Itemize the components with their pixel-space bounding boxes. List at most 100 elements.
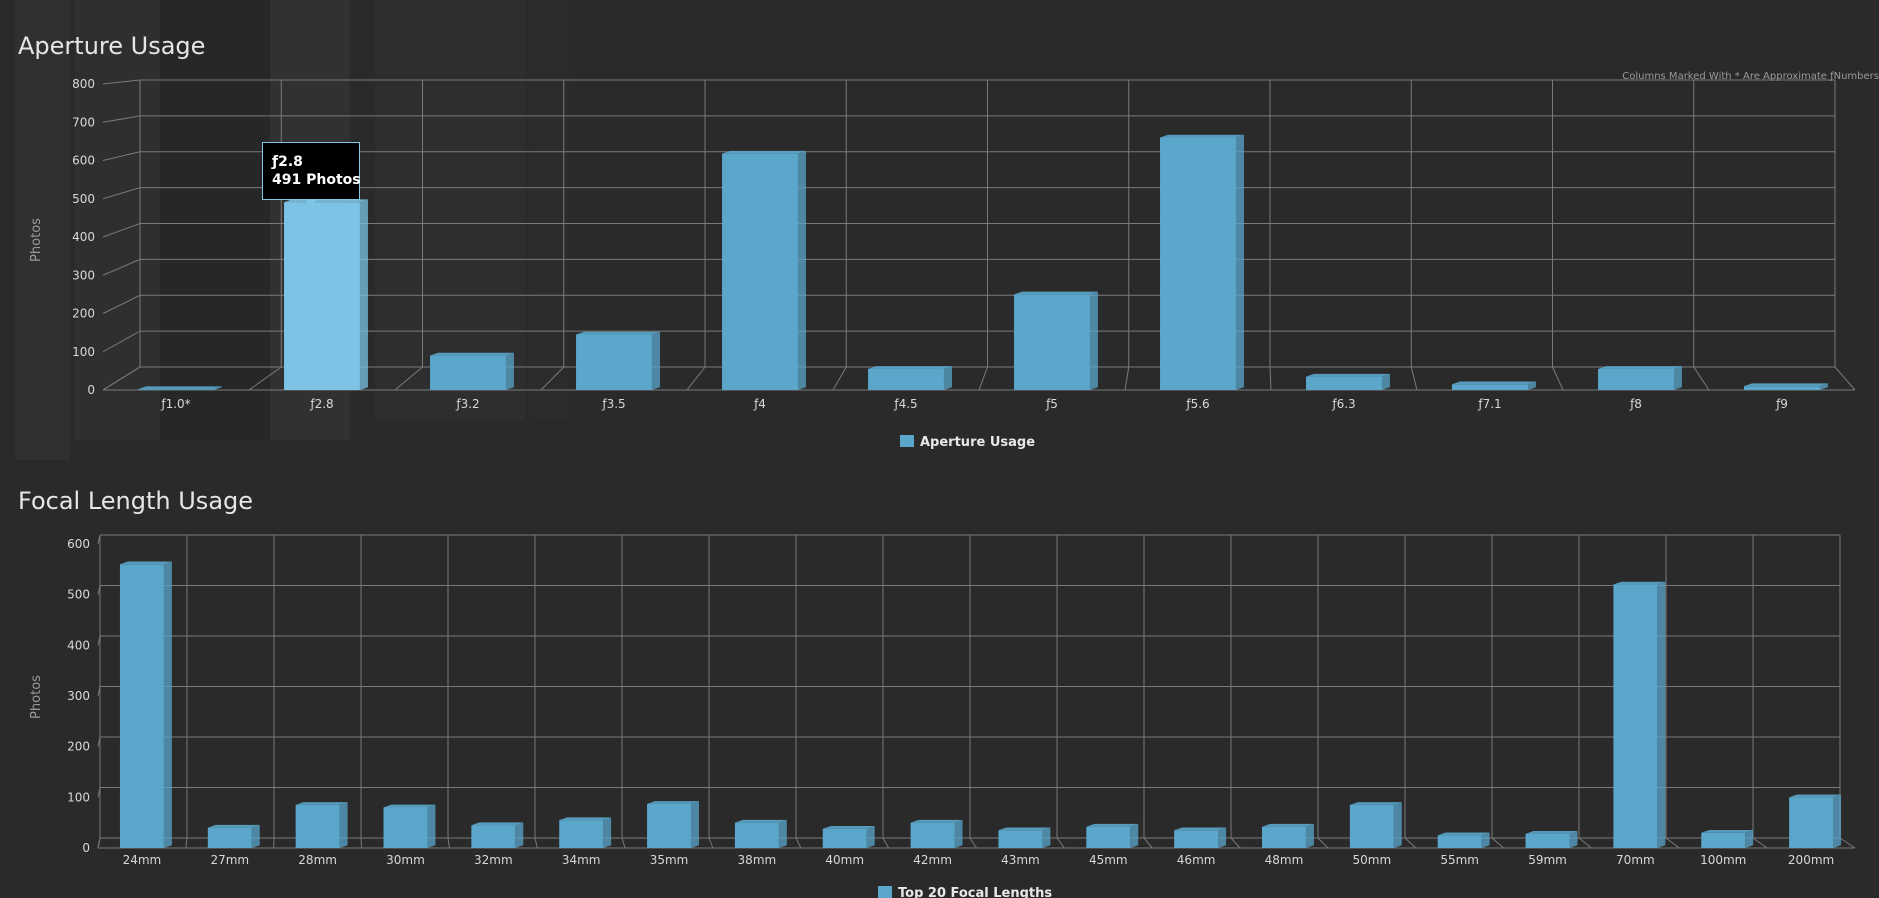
bar[interactable]	[1262, 823, 1314, 848]
chart-legend[interactable]: Aperture Usage	[900, 435, 1035, 450]
x-tick-label: 45mm	[1089, 853, 1128, 867]
y-tick-label: 200	[67, 740, 90, 754]
bar-front[interactable]	[722, 153, 798, 390]
bar[interactable]	[119, 561, 172, 848]
bar-top	[1174, 827, 1227, 831]
x-tick-label: 42mm	[913, 853, 952, 867]
floor-line	[360, 837, 363, 849]
bar[interactable]	[1349, 802, 1402, 848]
bar-front[interactable]	[1789, 797, 1834, 848]
bar[interactable]	[1744, 383, 1828, 390]
floor-line	[1578, 837, 1592, 849]
bar[interactable]	[1598, 366, 1682, 390]
bar[interactable]	[1525, 831, 1578, 848]
bar[interactable]	[138, 386, 222, 390]
bar-front[interactable]	[998, 830, 1043, 848]
aperture-usage-chart[interactable]: 0 100 200 300 400 500 600 700 800 Photos ƒ1.0* ƒ2.8…	[0, 0, 1879, 470]
bar-front[interactable]	[138, 389, 214, 390]
bar-front[interactable]	[1452, 384, 1528, 390]
chart-grid	[102, 79, 1856, 391]
bar[interactable]	[1789, 794, 1842, 848]
floor-line	[1230, 837, 1241, 849]
bar[interactable]	[1613, 581, 1666, 848]
bar-front[interactable]	[295, 804, 340, 848]
bar-front[interactable]	[430, 355, 506, 390]
bar-top	[1086, 823, 1139, 827]
bar[interactable]	[722, 150, 806, 390]
bar[interactable]	[734, 819, 787, 848]
y-tick-label: 300	[67, 689, 90, 703]
bar-front[interactable]	[868, 368, 944, 390]
y-axis-label: Photos	[29, 675, 44, 719]
bar[interactable]	[576, 331, 660, 390]
bar[interactable]	[822, 825, 875, 848]
y-tick-label: 600	[67, 537, 90, 551]
bar[interactable]	[1452, 381, 1536, 390]
bar-front[interactable]	[1598, 368, 1674, 390]
bar[interactable]	[1306, 373, 1390, 390]
bar[interactable]	[559, 817, 612, 848]
bar-front[interactable]	[1086, 826, 1131, 848]
bar[interactable]	[284, 199, 368, 390]
bar-top	[1452, 381, 1536, 385]
bar-front[interactable]	[1014, 294, 1090, 390]
bar-front[interactable]	[822, 828, 867, 848]
bar-front[interactable]	[1160, 137, 1236, 390]
gridline-side	[102, 223, 141, 238]
bar-front[interactable]	[1613, 584, 1658, 848]
bar[interactable]	[910, 819, 963, 848]
legend-label: Aperture Usage	[920, 435, 1035, 450]
bar[interactable]	[207, 824, 260, 848]
bar[interactable]	[868, 366, 952, 390]
bar-side	[943, 366, 952, 390]
gridline-side	[102, 258, 141, 276]
y-tick-label: 700	[72, 115, 95, 129]
bar-top	[1160, 134, 1244, 138]
bar-front[interactable]	[1174, 830, 1219, 848]
bar[interactable]	[430, 352, 514, 390]
chart-legend[interactable]: Top 20 Focal Lengths	[878, 886, 1052, 898]
bar[interactable]	[471, 822, 524, 848]
bar-front[interactable]	[576, 334, 652, 390]
bar-front[interactable]	[734, 822, 779, 848]
bar-front[interactable]	[1437, 835, 1482, 848]
bar[interactable]	[1014, 291, 1098, 390]
bar-side	[1089, 291, 1098, 390]
bar[interactable]	[383, 804, 436, 848]
y-tick-label: 600	[72, 154, 95, 168]
bar-front[interactable]	[471, 825, 516, 848]
bar-front[interactable]	[910, 822, 955, 848]
bar-front[interactable]	[119, 564, 164, 848]
bar-front[interactable]	[1525, 833, 1570, 848]
bar-front[interactable]	[559, 820, 604, 848]
bar-front[interactable]	[1306, 376, 1382, 390]
bar-front[interactable]	[647, 803, 691, 848]
bar[interactable]	[1701, 830, 1754, 848]
bar[interactable]	[1174, 827, 1227, 848]
bar-top	[207, 824, 260, 828]
bar-front[interactable]	[383, 807, 428, 848]
x-tick-label: 46mm	[1177, 853, 1216, 867]
bar[interactable]	[998, 827, 1051, 848]
floor-line	[686, 366, 706, 391]
bar-front[interactable]	[207, 827, 252, 848]
bar[interactable]	[1160, 134, 1244, 390]
bar-side	[339, 802, 348, 848]
bar[interactable]	[1086, 823, 1139, 848]
bar[interactable]	[1437, 832, 1490, 848]
gridline-side	[102, 151, 141, 161]
bar[interactable]	[295, 802, 348, 848]
x-tick-label: 43mm	[1001, 853, 1040, 867]
bar-front[interactable]	[1349, 804, 1394, 848]
bar-front[interactable]	[1701, 832, 1746, 848]
bar-front[interactable]	[1744, 386, 1820, 390]
bar[interactable]	[647, 801, 699, 848]
bar-side	[1393, 802, 1402, 848]
bar-top	[722, 150, 806, 154]
y-tick-label: 400	[72, 230, 95, 244]
y-tick-label: 500	[72, 192, 95, 206]
bar-front[interactable]	[1262, 826, 1306, 848]
bar-front[interactable]	[284, 202, 360, 390]
x-tick-label: 100mm	[1700, 853, 1746, 867]
